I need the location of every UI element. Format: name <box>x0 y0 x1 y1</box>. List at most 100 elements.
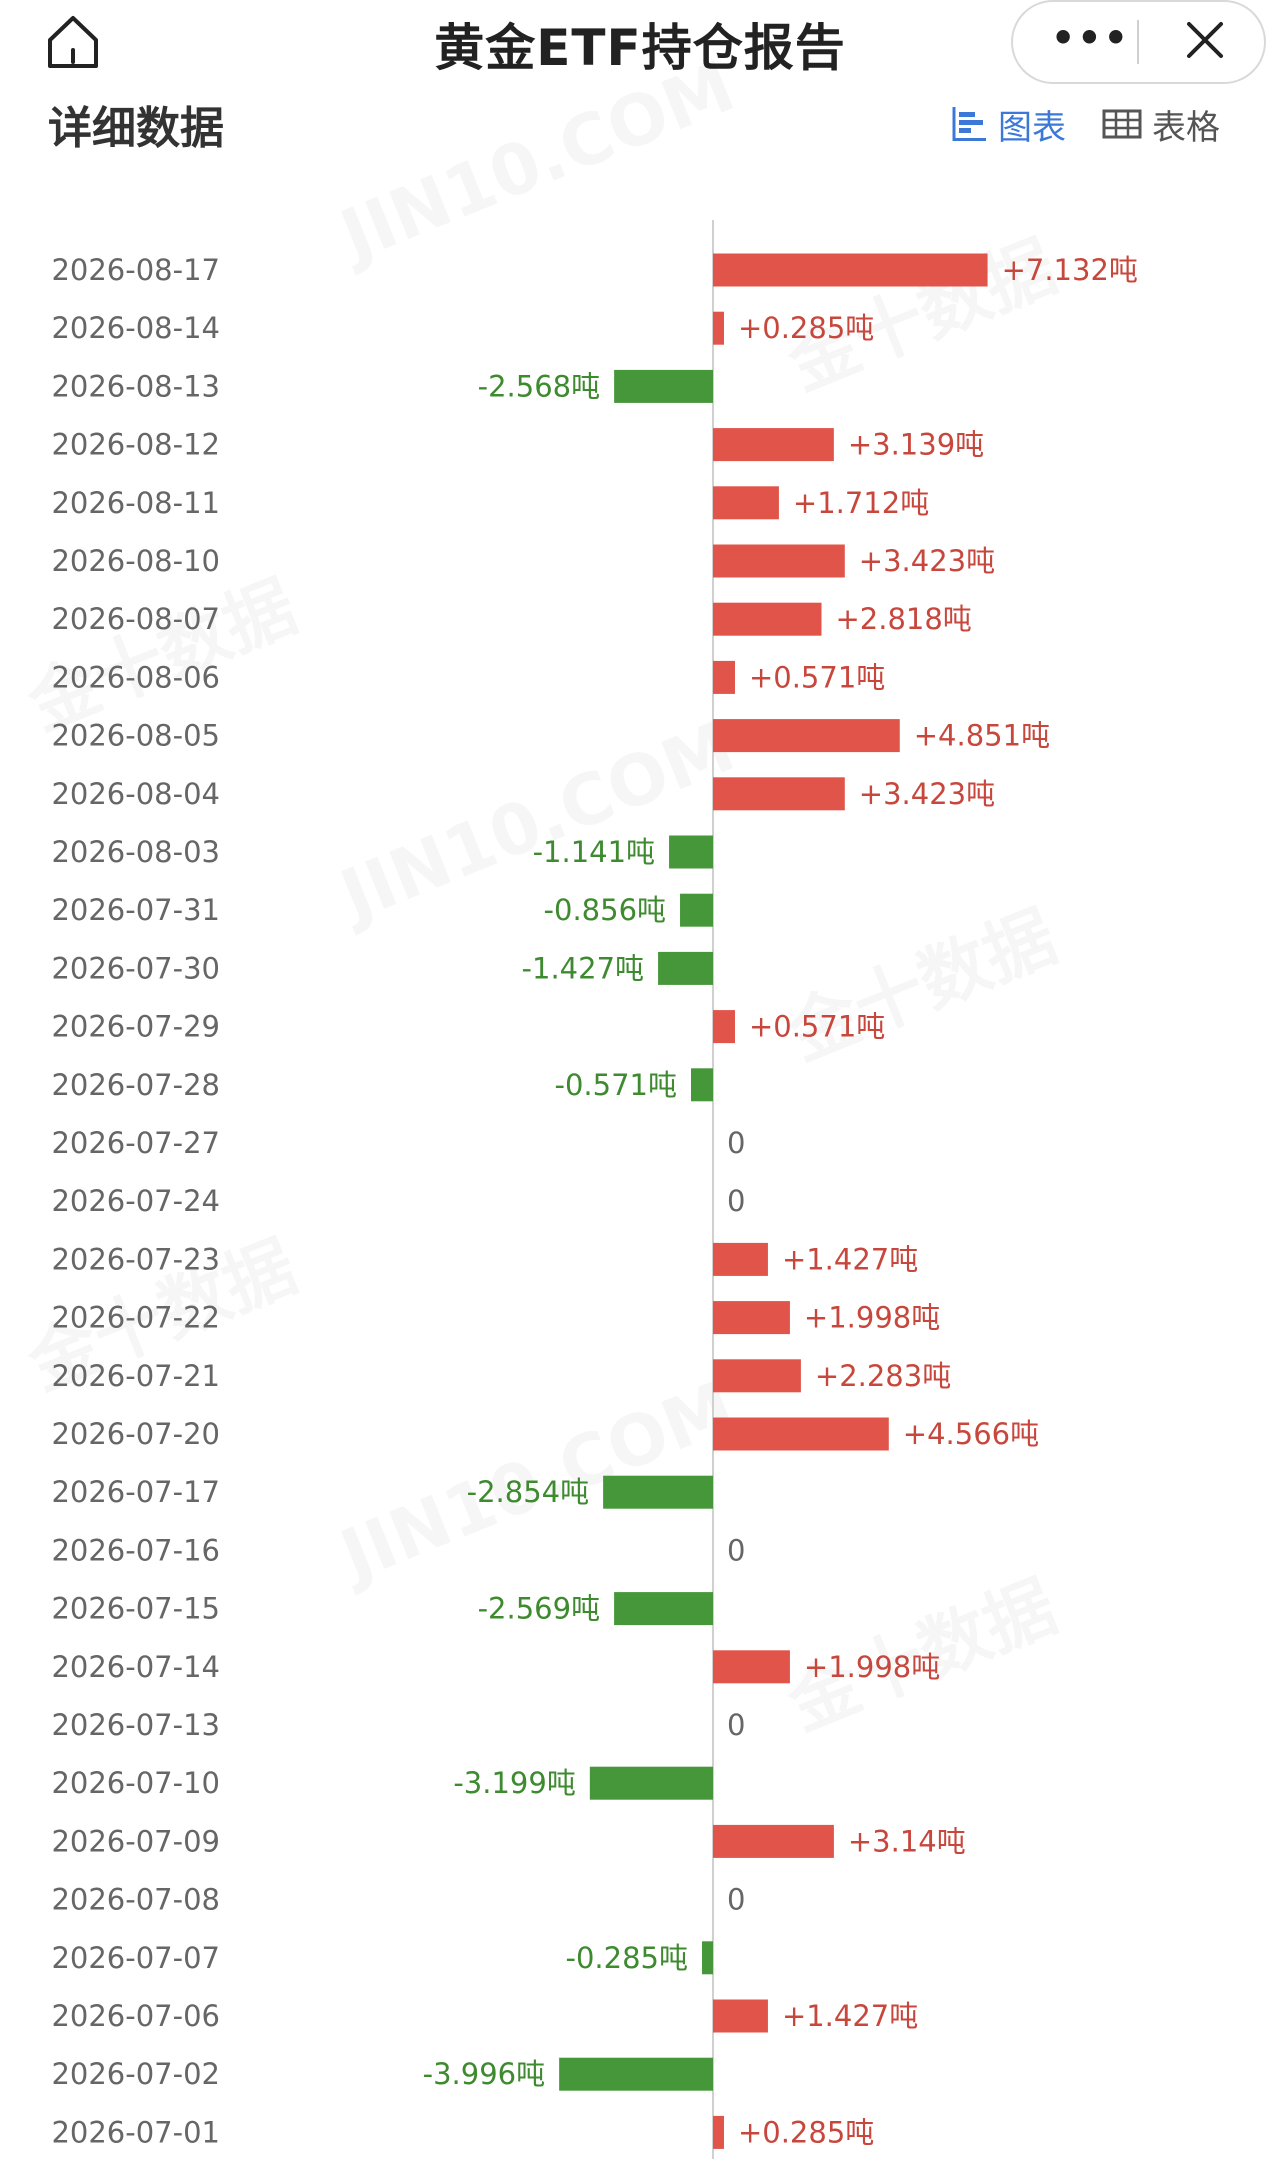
home-icon[interactable] <box>42 10 104 72</box>
value-label: +0.285吨 <box>738 2115 874 2149</box>
date-label: 2026-07-06 <box>51 1999 220 2033</box>
data-bar[interactable] <box>713 1417 889 1451</box>
value-label: +1.712吨 <box>793 486 929 520</box>
data-bar[interactable] <box>713 486 779 520</box>
value-label: +7.132吨 <box>1002 253 1138 287</box>
value-label: +2.818吨 <box>835 602 971 636</box>
bar-chart-icon <box>952 107 986 141</box>
date-label: 2026-07-17 <box>51 1475 220 1509</box>
data-bar[interactable] <box>713 1824 834 1858</box>
data-bar[interactable] <box>713 1650 790 1684</box>
value-label: -2.568吨 <box>478 369 601 403</box>
data-bar[interactable] <box>713 1359 801 1393</box>
value-label: 0 <box>727 1883 745 1917</box>
capsule-divider <box>1137 20 1139 64</box>
value-label: +3.14吨 <box>848 1824 966 1858</box>
data-bar[interactable] <box>614 369 713 403</box>
more-button[interactable]: ••• <box>1051 16 1130 60</box>
value-label: +0.571吨 <box>749 660 885 694</box>
value-label: +1.427吨 <box>782 1999 918 2033</box>
value-label: -1.141吨 <box>533 835 656 869</box>
close-icon[interactable] <box>1183 18 1227 62</box>
table-icon <box>1102 109 1142 139</box>
date-label: 2026-07-21 <box>51 1359 220 1393</box>
date-label: 2026-07-08 <box>51 1883 220 1917</box>
data-bar[interactable] <box>713 1010 735 1044</box>
value-label: -3.199吨 <box>453 1766 576 1800</box>
value-label: 0 <box>727 1533 745 1567</box>
data-bar[interactable] <box>559 2057 713 2091</box>
table-view-label: 表格 <box>1152 107 1220 148</box>
data-bar[interactable] <box>713 1301 790 1335</box>
date-label: 2026-07-31 <box>51 893 220 927</box>
mini-program-capsule: ••• <box>1011 0 1266 84</box>
date-label: 2026-08-11 <box>51 486 220 520</box>
date-label: 2026-07-13 <box>51 1708 220 1742</box>
data-bar[interactable] <box>603 1475 713 1509</box>
data-bar[interactable] <box>691 1068 713 1102</box>
date-label: 2026-07-29 <box>51 1010 220 1044</box>
top-bar: 黄金ETF持仓报告 ••• <box>0 0 1280 90</box>
page-title: 黄金ETF持仓报告 <box>434 19 846 77</box>
value-label: +1.998吨 <box>804 1301 940 1335</box>
date-label: 2026-08-17 <box>51 253 220 287</box>
date-label: 2026-07-28 <box>51 1068 220 1102</box>
value-label: +2.283吨 <box>815 1359 951 1393</box>
data-bar[interactable] <box>713 311 724 345</box>
data-bar[interactable] <box>713 602 822 636</box>
data-bar[interactable] <box>702 1941 713 1975</box>
value-label: +3.423吨 <box>859 544 995 578</box>
value-label: -1.427吨 <box>522 951 645 985</box>
data-bar[interactable] <box>713 1999 768 2033</box>
date-label: 2026-08-03 <box>51 835 220 869</box>
value-label: +0.285吨 <box>738 311 874 345</box>
value-label: -3.996吨 <box>423 2057 546 2091</box>
section-title: 详细数据 <box>48 103 224 154</box>
value-label: +1.998吨 <box>804 1650 940 1684</box>
data-bar[interactable] <box>713 660 735 694</box>
data-bar[interactable] <box>713 777 845 811</box>
value-label: -0.285吨 <box>566 1941 689 1975</box>
date-label: 2026-07-16 <box>51 1533 220 1567</box>
date-label: 2026-08-06 <box>51 660 220 694</box>
data-bar[interactable] <box>589 1766 713 1800</box>
view-toggle: 图表 表格 <box>950 100 1256 148</box>
date-label: 2026-07-01 <box>51 2115 220 2149</box>
date-label: 2026-07-10 <box>51 1766 220 1800</box>
value-label: +1.427吨 <box>782 1242 918 1276</box>
date-label: 2026-08-12 <box>51 428 220 462</box>
data-bar[interactable] <box>713 1242 768 1276</box>
value-label: 0 <box>727 1708 745 1742</box>
date-label: 2026-07-30 <box>51 951 220 985</box>
data-bar[interactable] <box>713 428 834 462</box>
date-label: 2026-08-04 <box>51 777 220 811</box>
value-label: +0.571吨 <box>749 1010 885 1044</box>
date-label: 2026-07-23 <box>51 1242 220 1276</box>
value-label: +3.423吨 <box>859 777 995 811</box>
date-label: 2026-08-10 <box>51 544 220 578</box>
date-label: 2026-08-13 <box>51 369 220 403</box>
data-bar[interactable] <box>713 544 845 578</box>
value-label: -0.571吨 <box>555 1068 678 1102</box>
chart-view-label: 图表 <box>998 107 1066 148</box>
data-bar[interactable] <box>614 1592 713 1626</box>
date-label: 2026-07-14 <box>51 1650 220 1684</box>
date-label: 2026-08-05 <box>51 719 220 753</box>
date-label: 2026-07-27 <box>51 1126 220 1160</box>
date-label: 2026-08-07 <box>51 602 220 636</box>
date-label: 2026-07-09 <box>51 1824 220 1858</box>
data-bar[interactable] <box>658 951 713 985</box>
data-bar[interactable] <box>713 2115 724 2149</box>
data-bar[interactable] <box>713 719 900 753</box>
date-label: 2026-07-20 <box>51 1417 220 1451</box>
date-label: 2026-08-14 <box>51 311 220 345</box>
value-label: +4.566吨 <box>903 1417 1039 1451</box>
chart-view-tab[interactable]: 图表 <box>950 100 1066 149</box>
date-label: 2026-07-07 <box>51 1941 220 1975</box>
value-label: 0 <box>727 1184 745 1218</box>
data-bar[interactable] <box>680 893 713 927</box>
data-bar[interactable] <box>713 253 988 287</box>
data-bar[interactable] <box>669 835 713 869</box>
value-label: -0.856吨 <box>544 893 667 927</box>
table-view-tab[interactable]: 表格 <box>1102 100 1220 149</box>
